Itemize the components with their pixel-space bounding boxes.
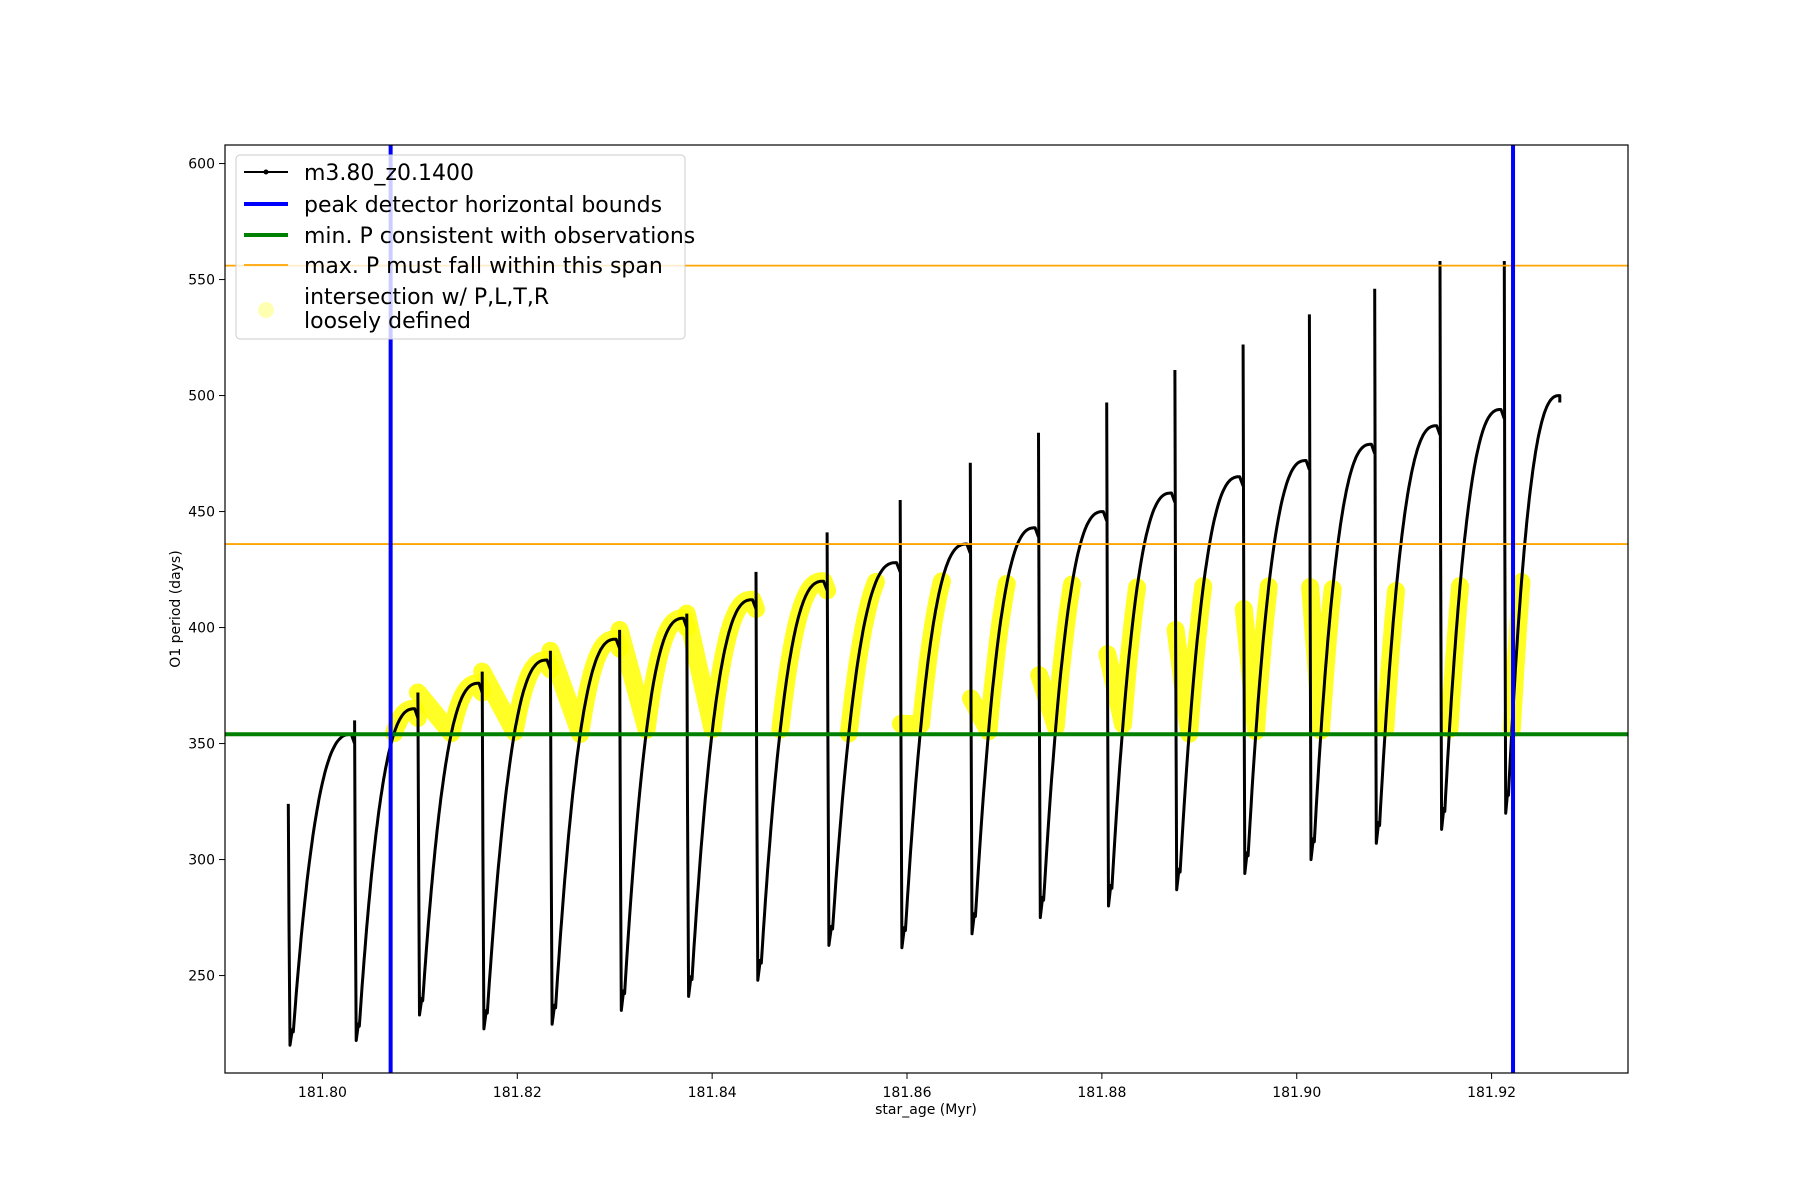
curve-cycle-13 — [1105, 402, 1177, 908]
y-tick-label-0: 250 — [188, 969, 215, 985]
curve-cycle-4 — [480, 658, 552, 1031]
legend-label-1: m3.80_z0.1400 — [304, 161, 474, 186]
curve-cycle-5 — [548, 637, 622, 1026]
curve-cycle-2 — [353, 707, 420, 1042]
curve-cycle-10 — [898, 499, 972, 950]
curve-cycle-14 — [1173, 369, 1245, 892]
y-axis-ticks: 250 300 350 400 450 500 550 600 — [188, 157, 225, 985]
legend-label-2: peak detector horizontal bounds — [304, 193, 662, 218]
curve-cycle-3 — [416, 681, 484, 1017]
x-tick-label-4: 181.88 — [1077, 1085, 1126, 1101]
legend-box — [235, 154, 686, 340]
x-tick-label-5: 181.90 — [1272, 1085, 1321, 1101]
y-tick-label-4: 450 — [188, 505, 215, 521]
x-tick-label-1: 181.82 — [493, 1085, 542, 1101]
x-tick-label-0: 181.80 — [298, 1085, 347, 1101]
legend-label-4: max. P must fall within this span — [304, 254, 663, 279]
curve-cycle-11 — [968, 462, 1040, 936]
x-axis-ticks: 181.80 181.82 181.84 181.86 181.88 181.90 181.… — [298, 1073, 1516, 1101]
y-tick-label-1: 300 — [188, 853, 215, 869]
x-tick-label-6: 181.92 — [1467, 1085, 1516, 1101]
y-axis-label: O1 period (days) — [168, 550, 184, 667]
legend-label-3: min. P consistent with observations — [304, 224, 695, 249]
legend-label-5-line-2: loosely defined — [304, 309, 471, 334]
x-tick-label-3: 181.86 — [883, 1085, 932, 1101]
plot-frame — [224, 144, 1629, 1074]
legend-swatch-intersection — [258, 302, 274, 318]
curve-cycle-7 — [685, 598, 758, 998]
curve-cycle-18 — [1438, 260, 1506, 831]
curve-cycle-15 — [1241, 344, 1311, 875]
period-curve-layer — [286, 260, 1562, 1047]
legend-swatch-curve-dot — [263, 169, 269, 175]
y-tick-label-5: 500 — [188, 389, 215, 405]
curve-cycle-1 — [286, 732, 357, 1047]
curve-cycle-9 — [825, 532, 902, 947]
y-tick-label-2: 350 — [188, 737, 215, 753]
legend-label-5-line-1: intersection w/ P,L,T,R — [304, 285, 549, 310]
y-tick-label-7: 600 — [188, 157, 215, 173]
y-tick-label-3: 400 — [188, 621, 215, 637]
x-axis-label: star_age (Myr) — [875, 1102, 977, 1118]
curve-cycle-6 — [618, 616, 689, 1012]
x-tick-label-2: 181.84 — [688, 1085, 737, 1101]
curve-cycle-12 — [1037, 432, 1109, 920]
curve-cycle-8 — [754, 571, 829, 982]
y-tick-label-6: 550 — [188, 273, 215, 289]
curve-cycle-17 — [1373, 288, 1442, 845]
